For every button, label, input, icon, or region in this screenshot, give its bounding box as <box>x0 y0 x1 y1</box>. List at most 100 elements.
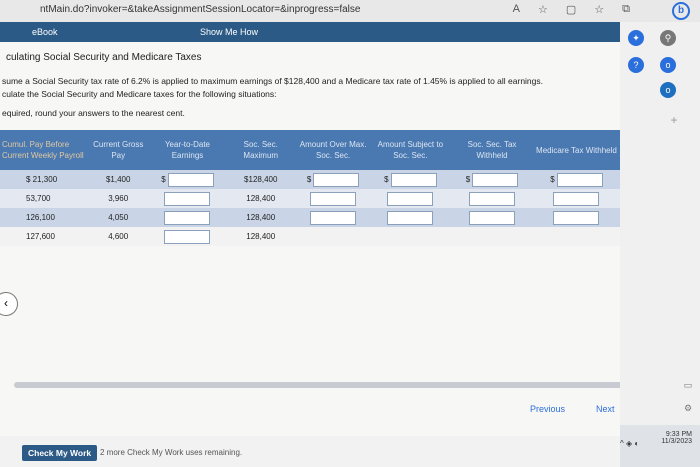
favorites-icon[interactable]: ☆ <box>594 4 605 16</box>
soc-sec-max: 128,400 <box>224 208 297 227</box>
col-header-cumul: Cumul. Pay Before Current Weekly Payroll <box>0 130 87 170</box>
add-icon[interactable]: + <box>670 113 678 127</box>
table-header-row: Cumul. Pay Before Current Weekly Payroll… <box>0 130 620 170</box>
read-aloud-icon[interactable]: A <box>512 3 520 15</box>
medicare-input[interactable] <box>553 210 600 225</box>
subject-input[interactable] <box>387 191 434 206</box>
medicare-input[interactable] <box>556 172 603 187</box>
cumul-pay: 127,600 <box>0 227 87 246</box>
table-row: $ 21,300 $1,400 $ $128,400 $ $ $ $ <box>0 170 620 189</box>
ytd-input[interactable] <box>164 210 211 225</box>
tab-show-me-how[interactable]: Show Me How <box>200 27 259 37</box>
collections-icon[interactable]: ⧉ <box>622 3 630 15</box>
ytd-input[interactable] <box>164 191 211 206</box>
ytd-input[interactable] <box>167 172 214 187</box>
ss-tax-cell <box>451 189 533 208</box>
help-icon[interactable]: ? <box>628 57 644 73</box>
check-my-work-button[interactable]: Check My Work <box>22 445 98 461</box>
remaining-checks-text: 2 more Check My Work uses remaining. <box>100 448 243 457</box>
gross-pay: 4,600 <box>86 227 151 246</box>
favorite-star-icon[interactable]: ☆ <box>537 4 548 16</box>
over-max-cell <box>296 189 370 208</box>
volume-icon[interactable]: ◐ <box>634 439 640 448</box>
instruction-line-3: equired, round your answers to the neare… <box>2 108 185 118</box>
instruction-line-2: culate the Social Security and Medicare … <box>2 89 277 99</box>
horizontal-scrollbar[interactable] <box>14 382 626 388</box>
col-header-max: Soc. Sec. Maximum <box>224 130 297 170</box>
subject-cell <box>369 208 452 227</box>
copilot-icon[interactable]: ✦ <box>628 30 644 46</box>
sidebar-toggle-icon[interactable]: ▭ <box>683 380 693 390</box>
profile-icon[interactable]: b <box>672 2 690 20</box>
ss-tax-cell: $ <box>451 170 533 189</box>
ss-tax-input[interactable] <box>472 172 519 187</box>
table-row: 126,100 4,050 128,400 <box>0 208 620 227</box>
outlook-icon[interactable]: o <box>660 82 676 98</box>
col-header-gross: Current Gross Pay <box>86 130 151 170</box>
tab-ebook[interactable]: eBook <box>32 27 58 37</box>
assignment-tabbar: eBook Show Me How <box>0 22 620 42</box>
clock-time: 9:33 PM <box>665 431 692 438</box>
col-header-subject: Amount Subject to Soc. Sec. <box>369 130 452 170</box>
ss-tax-input[interactable] <box>469 210 516 225</box>
split-screen-icon[interactable]: ▢ <box>565 4 577 16</box>
ss-tax-cell <box>451 208 533 227</box>
medicare-input[interactable] <box>553 191 600 206</box>
over-max-cell <box>296 208 370 227</box>
soc-sec-max: $128,400 <box>224 170 297 189</box>
over-max-cell: $ <box>296 170 370 189</box>
windows-taskbar: ^ ◈ ◐ 9:33 PM 11/3/2023 <box>620 425 700 467</box>
clock-date: 11/3/2023 <box>661 438 692 445</box>
medicare-cell <box>532 208 620 227</box>
soc-sec-max: 128,400 <box>224 189 297 208</box>
over-max-input[interactable] <box>313 172 360 187</box>
wifi-icon[interactable]: ◈ <box>626 439 633 448</box>
search-icon[interactable]: ⚲ <box>660 30 676 46</box>
medicare-cell <box>532 189 620 208</box>
settings-gear-icon[interactable]: ⚙ <box>683 403 693 413</box>
footer-bar: Check My Work 2 more Check My Work uses … <box>0 436 620 467</box>
cumul-pay: 126,100 <box>0 208 87 227</box>
col-header-ytd: Year-to-Date Earnings <box>150 130 225 170</box>
ytd-cell <box>150 227 225 246</box>
ytd-input[interactable] <box>164 229 211 244</box>
medicare-cell <box>532 227 620 246</box>
tray-icons: ^ ◈ ◐ <box>620 439 639 448</box>
over-max-input[interactable] <box>310 210 357 225</box>
clock[interactable]: 9:33 PM 11/3/2023 <box>661 431 692 445</box>
tax-table: Cumul. Pay Before Current Weekly Payroll… <box>0 130 620 246</box>
ss-tax-input[interactable] <box>469 191 516 206</box>
browser-sidebar: ✦ ⚲ ? o o + ▭ ⚙ <box>620 22 700 467</box>
ytd-cell <box>150 189 225 208</box>
subject-cell <box>369 227 452 246</box>
gross-pay: 3,960 <box>86 189 151 208</box>
url-text[interactable]: ntMain.do?invoker=&takeAssignmentSession… <box>40 4 361 15</box>
question-panel: culating Social Security and Medicare Ta… <box>0 42 626 450</box>
question-title: culating Social Security and Medicare Ta… <box>6 52 202 63</box>
over-max-input[interactable] <box>310 191 357 206</box>
medicare-cell: $ <box>532 170 620 189</box>
soc-sec-max: 128,400 <box>224 227 297 246</box>
browser-address-bar[interactable]: ntMain.do?invoker=&takeAssignmentSession… <box>0 0 700 23</box>
cumul-pay: $ 21,300 <box>0 170 87 189</box>
subject-input[interactable] <box>387 210 434 225</box>
table-row: 127,600 4,600 128,400 <box>0 227 620 246</box>
browser-toolbar-icons: A ☆ ▢ ☆ ⧉ <box>513 3 630 16</box>
ytd-cell: $ <box>150 170 225 189</box>
col-header-medicare-tax: Medicare Tax Withheld <box>532 130 620 170</box>
subject-cell <box>369 189 452 208</box>
chevron-up-icon[interactable]: ^ <box>620 439 624 448</box>
circle-icon[interactable]: o <box>660 57 676 73</box>
subject-input[interactable] <box>390 172 437 187</box>
subject-cell: $ <box>369 170 452 189</box>
col-header-ss-tax: Soc. Sec. Tax Withheld <box>451 130 533 170</box>
gross-pay: 4,050 <box>86 208 151 227</box>
ss-tax-cell <box>451 227 533 246</box>
back-arrow-icon[interactable]: ‹ <box>0 292 18 316</box>
next-button[interactable]: Next <box>596 404 615 414</box>
over-max-cell <box>296 227 370 246</box>
previous-button[interactable]: Previous <box>530 404 566 414</box>
ytd-cell <box>150 208 225 227</box>
gross-pay: $1,400 <box>86 170 151 189</box>
table-row: 53,700 3,960 128,400 <box>0 189 620 208</box>
